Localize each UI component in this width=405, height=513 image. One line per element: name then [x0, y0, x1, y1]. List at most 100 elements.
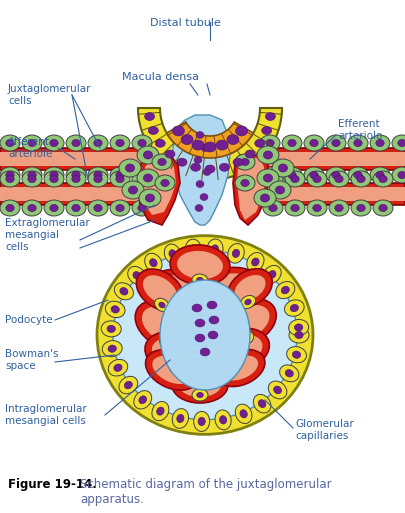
Ellipse shape	[269, 181, 291, 199]
Ellipse shape	[260, 194, 270, 202]
Ellipse shape	[44, 171, 64, 187]
Ellipse shape	[289, 320, 309, 336]
Ellipse shape	[143, 174, 153, 182]
Text: Efferent
arteriolo: Efferent arteriolo	[338, 119, 382, 141]
Ellipse shape	[200, 348, 210, 356]
Ellipse shape	[260, 135, 280, 151]
Ellipse shape	[88, 200, 108, 216]
Ellipse shape	[287, 347, 307, 363]
Ellipse shape	[66, 135, 86, 151]
Ellipse shape	[263, 265, 281, 284]
Ellipse shape	[169, 250, 176, 258]
Ellipse shape	[192, 140, 204, 150]
Ellipse shape	[288, 171, 296, 179]
Ellipse shape	[132, 167, 152, 183]
Ellipse shape	[207, 239, 223, 259]
Ellipse shape	[263, 174, 273, 182]
Ellipse shape	[398, 171, 405, 179]
Ellipse shape	[201, 145, 209, 151]
Bar	[0, 183, 148, 205]
Ellipse shape	[158, 159, 166, 166]
Ellipse shape	[192, 304, 202, 312]
Ellipse shape	[265, 112, 275, 121]
Ellipse shape	[278, 164, 288, 172]
Ellipse shape	[241, 180, 249, 187]
Ellipse shape	[228, 244, 244, 263]
Polygon shape	[138, 155, 180, 225]
Bar	[0, 152, 152, 166]
Ellipse shape	[160, 334, 177, 349]
Polygon shape	[237, 158, 265, 220]
Ellipse shape	[220, 416, 227, 424]
Ellipse shape	[28, 171, 36, 179]
Ellipse shape	[196, 181, 204, 187]
Ellipse shape	[66, 167, 86, 183]
Polygon shape	[167, 122, 253, 158]
Ellipse shape	[252, 258, 259, 266]
Ellipse shape	[176, 303, 194, 317]
Ellipse shape	[174, 365, 182, 371]
Ellipse shape	[196, 131, 204, 139]
Ellipse shape	[282, 135, 302, 151]
Polygon shape	[138, 108, 282, 180]
Ellipse shape	[0, 167, 20, 183]
Ellipse shape	[44, 135, 64, 151]
Ellipse shape	[142, 306, 188, 344]
Ellipse shape	[132, 200, 152, 216]
Ellipse shape	[143, 151, 153, 159]
Ellipse shape	[44, 167, 64, 183]
Bar	[265, 148, 405, 170]
Ellipse shape	[111, 306, 119, 313]
Ellipse shape	[260, 167, 280, 183]
Ellipse shape	[304, 167, 324, 183]
Ellipse shape	[284, 300, 304, 317]
Ellipse shape	[241, 295, 256, 308]
Ellipse shape	[199, 273, 257, 310]
Ellipse shape	[310, 140, 318, 147]
Ellipse shape	[376, 171, 384, 179]
Ellipse shape	[272, 159, 294, 177]
Ellipse shape	[155, 175, 175, 191]
Ellipse shape	[216, 140, 228, 150]
Ellipse shape	[254, 189, 276, 207]
Ellipse shape	[108, 360, 128, 376]
Ellipse shape	[262, 127, 272, 134]
Ellipse shape	[379, 175, 387, 183]
Ellipse shape	[22, 167, 42, 183]
Ellipse shape	[291, 204, 299, 211]
Ellipse shape	[392, 167, 405, 183]
Ellipse shape	[116, 204, 124, 211]
Ellipse shape	[245, 299, 251, 305]
Ellipse shape	[332, 171, 340, 179]
Ellipse shape	[269, 381, 287, 399]
Ellipse shape	[105, 301, 125, 318]
Ellipse shape	[137, 169, 159, 187]
Ellipse shape	[392, 135, 405, 151]
Ellipse shape	[138, 204, 146, 211]
Ellipse shape	[253, 394, 271, 413]
Ellipse shape	[0, 135, 20, 151]
Ellipse shape	[329, 171, 349, 187]
Ellipse shape	[88, 167, 108, 183]
Ellipse shape	[122, 181, 144, 199]
Ellipse shape	[139, 189, 161, 207]
Ellipse shape	[50, 171, 58, 179]
Ellipse shape	[145, 253, 162, 272]
Text: Figure 19-14.: Figure 19-14.	[8, 478, 97, 491]
Text: Intraglomerular
mesangial cells: Intraglomerular mesangial cells	[5, 404, 87, 426]
Ellipse shape	[228, 269, 272, 307]
Ellipse shape	[215, 349, 265, 386]
Ellipse shape	[192, 274, 208, 286]
Ellipse shape	[50, 175, 58, 183]
Ellipse shape	[110, 167, 130, 183]
Ellipse shape	[28, 204, 36, 211]
Ellipse shape	[263, 200, 283, 216]
Ellipse shape	[235, 175, 255, 191]
Ellipse shape	[197, 278, 203, 283]
Ellipse shape	[152, 402, 169, 421]
Ellipse shape	[370, 135, 390, 151]
Ellipse shape	[266, 171, 274, 179]
Ellipse shape	[211, 245, 219, 253]
Ellipse shape	[160, 280, 250, 390]
Ellipse shape	[102, 341, 122, 357]
